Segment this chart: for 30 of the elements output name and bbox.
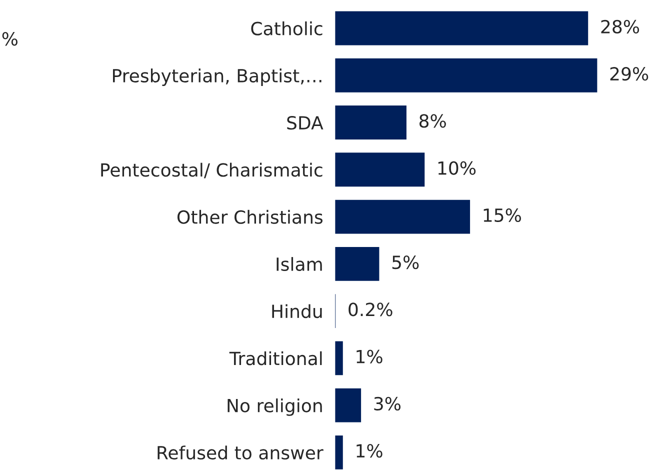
y-tick-label: Pentecostal/ Charismatic <box>101 162 322 178</box>
y-tick-label: SDA <box>287 116 324 130</box>
y-tick-label: Catholic <box>251 21 322 36</box>
y-tick-label: Islam <box>276 257 322 272</box>
bar <box>334 386 362 424</box>
y-tick-label: No religion <box>228 398 322 416</box>
bar <box>334 151 426 188</box>
data-label: 28% <box>601 20 640 34</box>
data-label: 15% <box>484 208 521 222</box>
bar <box>334 340 344 377</box>
data-label: 29% <box>610 66 648 81</box>
bar <box>334 57 599 94</box>
y-tick-label: Traditional <box>229 351 322 366</box>
bar <box>334 434 344 471</box>
bar <box>334 198 472 236</box>
y-tick-label: Other Christians <box>177 210 323 224</box>
data-label: 3% <box>374 396 401 411</box>
bar <box>334 10 590 47</box>
data-label: 0.2% <box>348 302 392 316</box>
y-tick-label: Hindu <box>272 304 322 318</box>
data-label: 10% <box>438 161 476 175</box>
bar <box>334 246 381 282</box>
text: % <box>2 32 18 46</box>
data-label: 8% <box>419 114 446 128</box>
data-label: 1% <box>356 444 382 458</box>
data-label: 1% <box>356 350 382 364</box>
y-tick-label: Presbyterian, Baptist,… <box>113 68 322 86</box>
y-tick-label: Refused to answer <box>158 446 324 460</box>
bar <box>334 104 408 141</box>
data-label: 5% <box>392 256 419 270</box>
